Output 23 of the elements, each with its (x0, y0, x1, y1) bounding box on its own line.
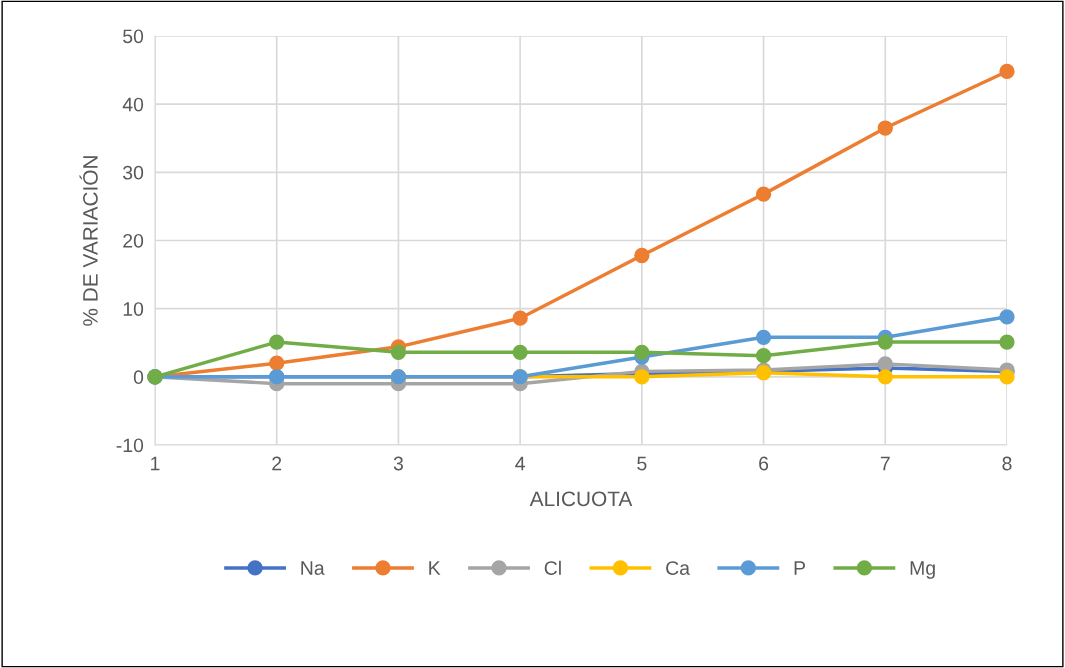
y-tick-label: 10 (123, 302, 144, 316)
x-tick-label: 1 (151, 456, 160, 471)
x-tick-label: 5 (637, 456, 647, 471)
y-tick-label: 0 (133, 370, 144, 385)
legend-label: Cl (544, 560, 561, 575)
legend-label: Na (301, 561, 325, 575)
y-tick-label: 30 (123, 165, 144, 180)
y-tick-label: 40 (122, 97, 144, 112)
y-axis-title: % DE VARIACIÓN (79, 156, 98, 326)
x-tick-label: 2 (272, 456, 282, 471)
legend-label: Ca (666, 561, 690, 575)
y-tick-label: -10 (116, 438, 144, 453)
x-tick-label: 4 (515, 456, 525, 471)
legend-label: Mg (910, 561, 935, 579)
x-tick-label: 8 (1002, 456, 1012, 471)
y-tick-label: 20 (123, 233, 144, 248)
x-axis-title: ALICUOTA (529, 491, 633, 507)
legend-label: P (794, 561, 805, 575)
x-tick-label: 7 (880, 456, 890, 471)
x-tick-label: 3 (393, 456, 403, 471)
legend-label: K (429, 561, 441, 575)
y-tick-label: 50 (123, 29, 144, 44)
x-tick-label: 6 (759, 456, 769, 471)
